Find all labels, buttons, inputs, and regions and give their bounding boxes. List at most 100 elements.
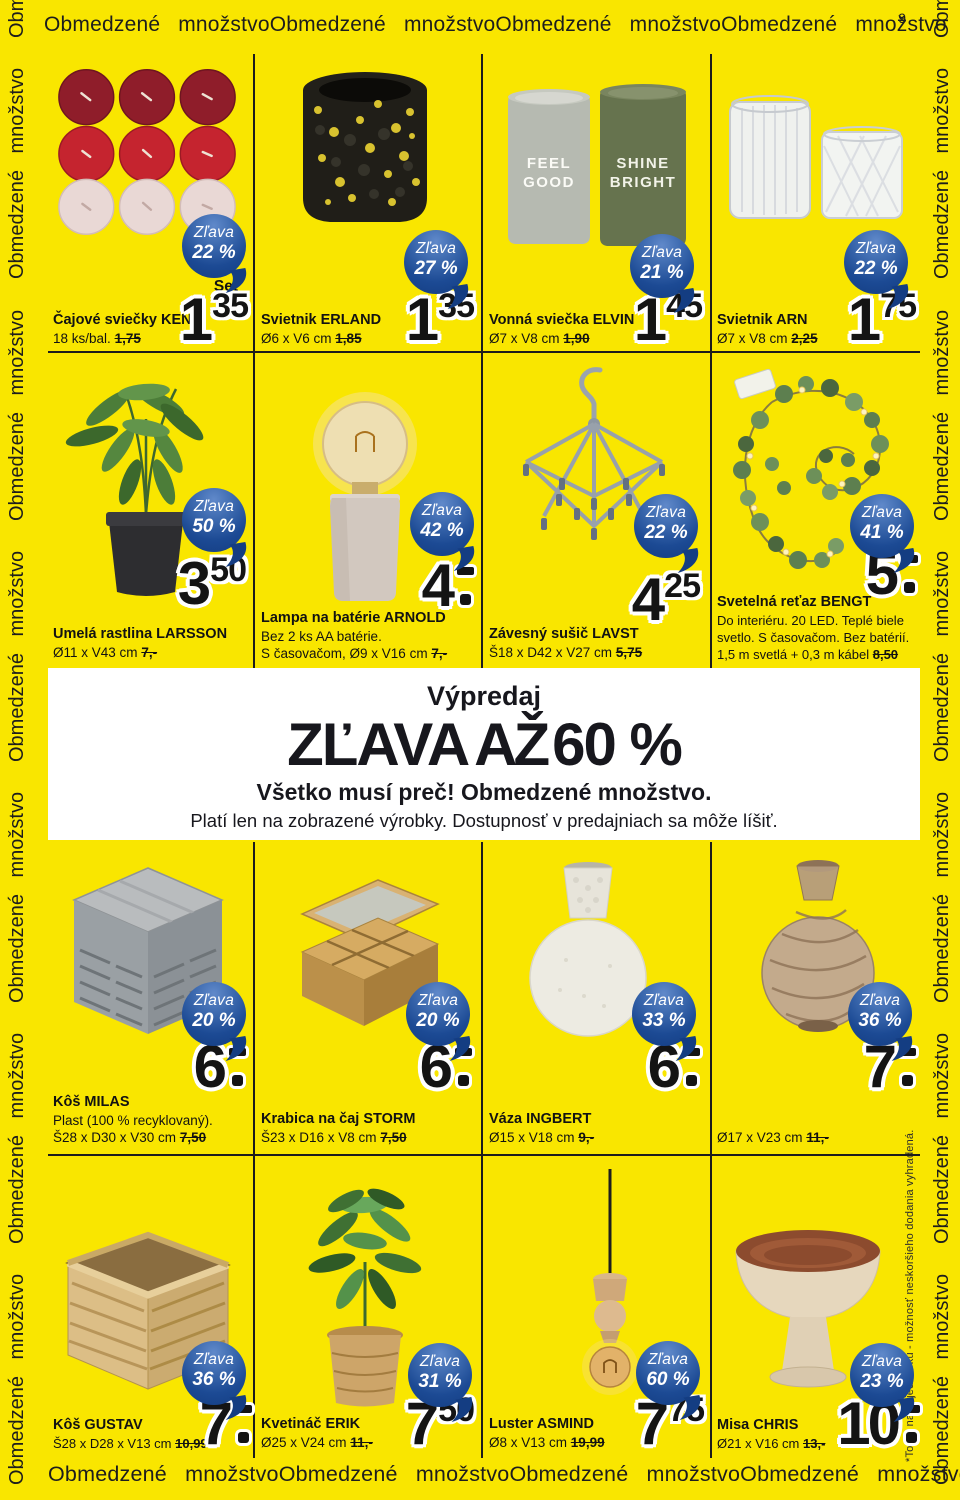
black-candle-holder-image (303, 72, 427, 222)
strip-text: Obmedzené množstvo (6, 1273, 28, 1485)
strip-text: Obmedzené množstvo (6, 1032, 28, 1244)
discount-badge: Zľava 23 % (850, 1343, 915, 1422)
banner-subtitle: Všetko musí preč! Obmedzené množstvo. (256, 779, 712, 806)
badge-tail (225, 268, 247, 293)
badge-label: Zľava (855, 240, 897, 257)
old-price: 7,- (141, 645, 158, 661)
badge-tail (453, 546, 475, 571)
product-card: Zľava 20 % Kôš MILAS Plast (100 % recykl… (48, 842, 254, 1155)
divider (253, 1155, 255, 1458)
product-name: Váza INGBERT (489, 1111, 592, 1128)
product-desc: 18 ks/bal. 1,75 (53, 331, 141, 347)
discount-badge: Zľava 20 % (182, 982, 247, 1061)
strip-text: Obmedzené množstvo (931, 1273, 953, 1485)
product-desc: Ø11 x V43 cm 7,- (53, 645, 158, 661)
top-strip: Obmedzené množstvo Obmedzené množstvo Ob… (44, 13, 947, 37)
product-name: Luster ASMIND (489, 1416, 594, 1433)
badge-percent: 50 % (192, 516, 236, 537)
strip-text: Obmedzené množstvo (931, 309, 953, 521)
divider (253, 842, 255, 1155)
product-name: Lampa na batérie ARNOLD (261, 609, 446, 626)
pendant-lamp-image (582, 1169, 638, 1395)
old-price: 5,75 (615, 645, 643, 661)
old-price: 1,90 (563, 331, 590, 347)
product-name: Krabica na čaj STORM (261, 1111, 416, 1128)
old-price: 7,50 (179, 1130, 207, 1146)
badge-tail (449, 1036, 471, 1061)
banner-title: Výpredaj (426, 681, 542, 711)
product-card: Zľava 41 % Svetelná reťaz BENGT Do inter… (712, 352, 920, 668)
strip-text: Obmedzené množstvo (931, 550, 953, 762)
old-price: 9,- (578, 1130, 595, 1146)
product-card: Zľava 36 % Ø17 x V23 cm 11,- 7 (712, 842, 920, 1155)
badge-label: Zľava (419, 1353, 461, 1370)
badge-percent: 22 % (192, 242, 236, 263)
badge-label: Zľava (861, 1353, 903, 1370)
product-desc: Š28 x D28 x V13 cm 10,99 (53, 1435, 208, 1451)
badge-percent: 41 % (860, 522, 904, 543)
badge-label: Zľava (415, 240, 457, 257)
product-info: Misa CHRIS Ø21 x V16 cm 13,- (717, 1416, 918, 1452)
product-card: Zľava 36 % Kôš GUSTAV Š28 x D28 x V13 cm… (48, 1155, 254, 1458)
divider (481, 842, 483, 1155)
discount-badge: Zľava 20 % (406, 982, 471, 1061)
product-info: Krabica na čaj STORM Š23 x D16 x V8 cm 7… (261, 1110, 480, 1147)
badge-percent: 23 % (860, 1371, 904, 1392)
svg-text:FEEL: FEEL (527, 155, 571, 172)
white-vase-image (529, 862, 647, 1037)
product-card: Zľava 23 % Misa CHRIS Ø21 x V16 cm 13,- … (712, 1155, 920, 1458)
discount-badge: Zľava 42 % (410, 492, 475, 571)
badge-tail (447, 284, 469, 309)
strip-text: Obmedzené množstvo (6, 0, 29, 38)
badge-percent: 22 % (854, 258, 898, 279)
page-number: 9 (898, 10, 906, 26)
badge-percent: 27 % (414, 258, 458, 279)
old-price: 2,25 (791, 331, 818, 347)
product-desc: svetlo. S časovačom. Bez batérií. (717, 629, 910, 645)
product-info: Svietnik ERLAND Ø6 x V6 cm 1,85 (261, 311, 480, 348)
badge-label: Zľava (193, 224, 235, 241)
product-info: Závesný sušič LAVST Š18 x D42 x V27 cm 5… (489, 625, 708, 662)
badge-tail (679, 1395, 701, 1420)
old-price: 8,50 (872, 646, 899, 662)
product-desc: Ø7 x V8 cm 2,25 (717, 331, 818, 347)
product-desc: Š28 x D30 x V30 cm 7,50 (53, 1130, 207, 1146)
old-price: 11,- (350, 1435, 373, 1451)
old-price: 10,99 (175, 1435, 208, 1451)
strip-text: Obmedzené množstvo (740, 1462, 960, 1486)
strip-text: Obmedzené množstvo (931, 1032, 953, 1244)
badge-percent: 42 % (420, 520, 464, 541)
discount-badge: Zľava 50 % (182, 488, 247, 567)
badge-tail (893, 1397, 915, 1422)
badge-label: Zľava (193, 992, 235, 1009)
product-name: Kvetináč ERIK (261, 1416, 361, 1433)
badge-tail (675, 1036, 697, 1061)
product-card: Zľava 22 % Svietnik ARN Ø7 x V8 cm 2,25 … (712, 62, 920, 352)
tea-box-image (300, 879, 440, 1026)
tealight-candles-image (58, 69, 236, 235)
divider (253, 352, 255, 668)
footed-bowl-image (735, 1230, 881, 1388)
product-name: Závesný sušič LAVST (489, 626, 639, 643)
badge-label: Zľava (641, 244, 683, 261)
old-price: 1,75 (114, 331, 141, 347)
banner-note: Platí len na zobrazené výrobky. Dostupno… (190, 810, 778, 832)
glass-vase-image (761, 860, 875, 1032)
product-name: Vonná sviečka ELVIN (489, 312, 635, 329)
svg-text:SHINE: SHINE (616, 155, 669, 172)
badge-label: Zľava (643, 992, 685, 1009)
product-desc: Ø15 x V18 cm 9,- (489, 1130, 595, 1146)
badge-percent: 33 % (642, 1010, 686, 1031)
divider (481, 352, 483, 668)
product-name: Umelá rastlina LARSSON (53, 626, 228, 643)
product-name: Svetelná reťaz BENGT (717, 593, 872, 610)
badge-label: Zľava (193, 498, 235, 515)
badge-label: Zľava (645, 504, 687, 521)
glass-candle-holders-image (729, 95, 903, 219)
old-price: 7,50 (380, 1130, 407, 1146)
badge-tail (677, 548, 699, 573)
product-card: Zľava 22 % Závesný sušič LAVST Š18 x D42… (484, 352, 710, 668)
badge-percent: 20 % (192, 1010, 236, 1031)
badge-label: Zľava (421, 502, 463, 519)
